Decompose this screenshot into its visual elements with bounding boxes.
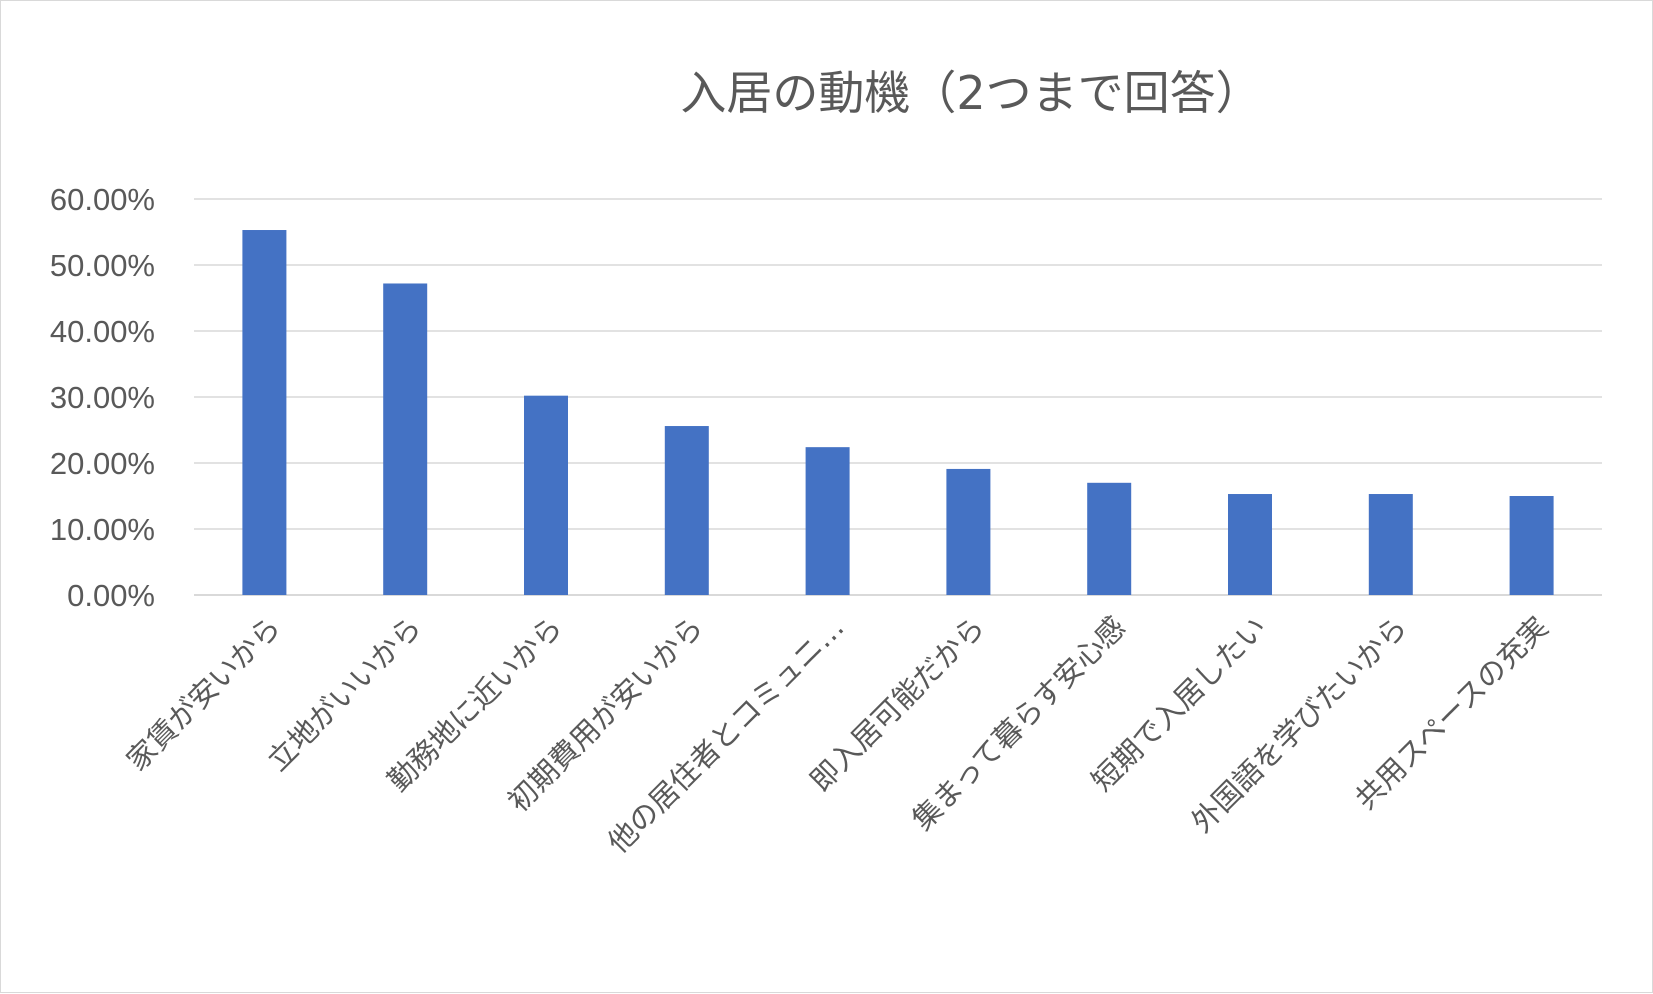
y-tick-label: 10.00% — [50, 512, 155, 547]
bars — [242, 230, 1554, 595]
bar — [1368, 494, 1413, 595]
y-tick-label: 60.00% — [50, 182, 155, 217]
chart-title: 入居の動機（2つまで回答） — [680, 66, 1261, 120]
y-tick-label: 40.00% — [50, 314, 155, 349]
y-axis-ticks: 0.00% 10.00% 20.00% 30.00% 40.00% 50.00% 60.00… — [50, 182, 155, 613]
gridlines — [194, 198, 1602, 596]
bar — [524, 395, 568, 595]
y-tick-label: 0.00% — [67, 578, 155, 613]
bar — [1228, 494, 1272, 595]
y-tick-label: 50.00% — [50, 248, 155, 283]
bar — [805, 447, 850, 595]
y-tick-label: 20.00% — [50, 446, 155, 481]
x-axis-categories: 家賃が安いから立地がいいから勤務地に近いから初期費用が安いから他の居住者とコミュ… — [120, 610, 1555, 860]
bar — [383, 283, 428, 595]
y-tick-label: 30.00% — [50, 380, 155, 415]
bar — [1509, 496, 1554, 595]
bar — [946, 468, 991, 595]
x-category-label: 他の居住者とコミュニ… — [601, 610, 851, 860]
bar — [664, 426, 709, 595]
bar — [1087, 482, 1132, 595]
bar — [242, 230, 287, 595]
